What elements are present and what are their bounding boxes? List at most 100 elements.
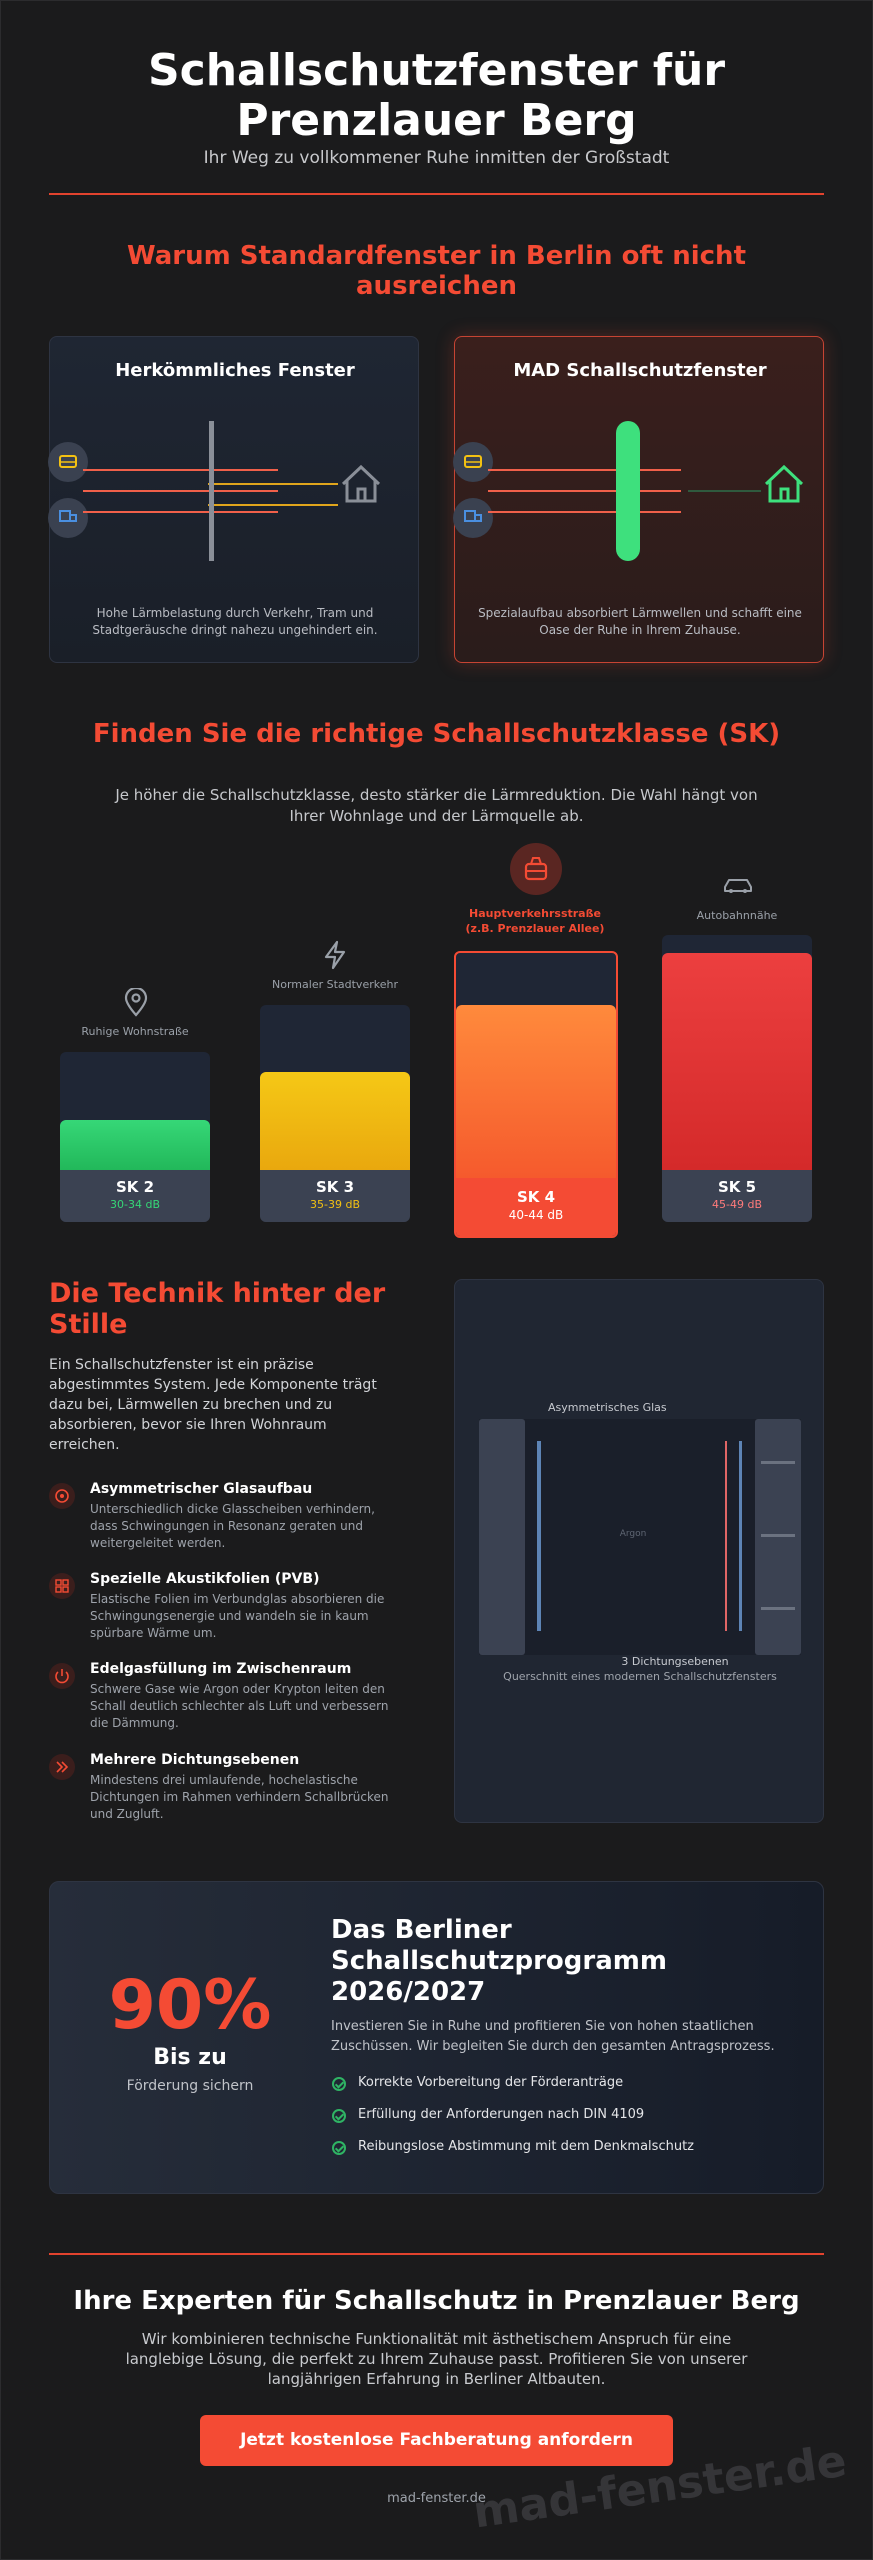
feature-desc: Schwere Gase wie Argon oder Krypton leit… [90, 1681, 389, 1732]
standard-desc-line1: Hohe Lärmbelastung durch Verkehr, Tram u… [96, 606, 374, 620]
standard-window-illustration [48, 421, 381, 561]
frame-left [479, 1419, 525, 1655]
footer-desc-line1: Wir kombinieren technische Funktionalitä… [141, 2330, 732, 2348]
technik-intro-line: Ein Schallschutzfenster ist ein präzise [49, 1357, 314, 1373]
feature-desc: Elastische Folien im Verbundglas absorbi… [90, 1591, 384, 1642]
feature-desc-line: Unterschiedlich dicke Glasscheiben verhi… [90, 1502, 375, 1516]
program-title-line: Schallschutzprogramm [331, 1946, 667, 1976]
sk5-class: SK 5 [717, 1178, 757, 1196]
frame-right [755, 1419, 801, 1655]
tram-icon [524, 857, 548, 881]
why-heading-line1: Warum Standardfenster in Berlin oft nich… [127, 241, 746, 271]
seal-2 [761, 1534, 795, 1537]
footer-desc-line2: langlebige Lösung, die perfekt zu Ihrem … [125, 2350, 748, 2368]
check-icon [332, 2077, 346, 2091]
program-check-item: Korrekte Vorbereitung der Förderanträge [358, 2075, 624, 2090]
hero-subtitle: Ihr Weg zu vollkommener Ruhe inmitten de… [203, 148, 670, 168]
feature-desc-line: dass Schwingungen in Resonanz geraten un… [90, 1519, 363, 1533]
feature-desc-line: und Zugluft. [90, 1807, 164, 1821]
feature-title: Asymmetrischer Glasaufbau [90, 1481, 313, 1497]
divider [49, 2253, 824, 2255]
sk4-location-label: Hauptverkehrsstraße (z.B. Prenzlauer All… [450, 906, 620, 936]
program-check-item: Reibungslose Abstimmung mit dem Denkmals… [358, 2139, 694, 2154]
sk2-class: SK 2 [115, 1178, 155, 1196]
footer-desc-line3: langjährigen Erfahrung in Berliner Altba… [267, 2370, 606, 2388]
technik-intro-line: erreichen. [49, 1437, 120, 1453]
mad-window-illustration [453, 421, 804, 561]
sk2-bar: SK 2 30-34 dB [60, 1052, 210, 1222]
feature-title: Edelgasfüllung im Zwischenraum [90, 1661, 352, 1677]
sk3-label-box: SK 3 35-39 dB [260, 1170, 410, 1222]
standard-card-desc: Hohe Lärmbelastung durch Verkehr, Tram u… [50, 605, 420, 639]
argon-label: Argon [619, 1529, 647, 1539]
program-foerderung: Förderung sichern [126, 2078, 254, 2094]
standard-window-card: Herkömmliches Fenster Hohe Lärmbelastung… [48, 336, 420, 663]
sk4-class: SK 4 [516, 1188, 556, 1206]
sk4-bar: SK 4 40-44 dB [454, 951, 618, 1238]
sk4-db: 40-44 dB [508, 1208, 564, 1222]
hero-title-line1: Schallschutzfenster für [147, 45, 726, 96]
feature-desc-line: Schwingungsenergie und wandeln sie in ka… [90, 1609, 369, 1623]
sk5-location-label: Autobahnnähe [696, 909, 778, 922]
glass-pane [209, 421, 214, 561]
hero-title: Schallschutzfenster für Prenzlauer Berg [0, 46, 873, 146]
sk3-db: 35-39 dB [310, 1198, 360, 1211]
technik-intro-line: dazu bei, Lärmwellen zu brechen und zu [49, 1397, 333, 1413]
lightning-icon [324, 940, 346, 970]
feature-item: Edelgasfüllung im Zwischenraum Schwere G… [49, 1661, 429, 1741]
car-icon [724, 879, 752, 893]
sk5-label-box: SK 5 45-49 dB [662, 1170, 812, 1222]
program-check-item: Erfüllung der Anforderungen nach DIN 410… [358, 2107, 645, 2122]
sk4-label-box: SK 4 40-44 dB [456, 1178, 616, 1236]
hero-title-line2: Prenzlauer Berg [236, 95, 637, 146]
sk4-location-line1: Hauptverkehrsstraße [469, 907, 601, 920]
feature-desc: Unterschiedlich dicke Glasscheiben verhi… [90, 1501, 375, 1552]
feature-desc-line: weitergeleitet werden. [90, 1536, 226, 1550]
glass-pane-thick [537, 1441, 541, 1631]
mad-window-card: MAD Schallschutzfenster Spezialaufbau ab… [453, 336, 824, 663]
mad-desc-line1: Spezialaufbau absorbiert Lärmwellen und … [478, 606, 802, 620]
feature-item: Asymmetrischer Glasaufbau Unterschiedlic… [49, 1481, 429, 1561]
sk3-location-label: Normaler Stadtverkehr [272, 978, 398, 991]
sk5-bar: SK 5 45-49 dB [662, 935, 812, 1222]
soundproof-glass [616, 421, 640, 561]
sk5-fill [662, 953, 812, 1170]
glass-pane-thin [739, 1441, 742, 1631]
footer-domain-link[interactable]: mad-fenster.de [387, 2491, 486, 2506]
cta-button[interactable]: Jetzt kostenlose Fachberatung anfordern [200, 2415, 673, 2466]
feature-title: Mehrere Dichtungsebenen [90, 1752, 300, 1768]
technik-heading-line2: Stille [49, 1309, 128, 1340]
mad-card-title: MAD Schallschutzfenster [513, 360, 767, 381]
glass-label: Asymmetrisches Glas [548, 1401, 667, 1414]
house-icon [341, 464, 381, 503]
program-percent: 90% [108, 1966, 272, 2045]
tram-icon-circle [510, 843, 562, 895]
feature-desc-line: Mindestens drei umlaufende, hochelastisc… [90, 1773, 358, 1787]
program-desc-line1: Investieren Sie in Ruhe und profitieren … [331, 2019, 754, 2034]
technik-heading: Die Technik hinter der Stille [49, 1278, 429, 1340]
grid-icon [49, 1573, 75, 1599]
sk3-bar: SK 3 35-39 dB [260, 1005, 410, 1222]
standard-card-title: Herkömmliches Fenster [115, 360, 355, 381]
program-desc: Investieren Sie in Ruhe und profitieren … [331, 2017, 811, 2057]
feature-desc-line: spürbare Wärme um. [90, 1626, 217, 1640]
sk2-db: 30-34 dB [110, 1198, 160, 1211]
program-title-line: Das Berliner [331, 1915, 512, 1945]
seals-label: 3 Dichtungsebenen [621, 1655, 729, 1668]
seal-3 [761, 1607, 795, 1610]
program-card: 90% Bis zu Förderung sichern Das Berline… [49, 1881, 824, 2194]
mad-desc-line2: Oase der Ruhe in Ihrem Zuhause. [539, 623, 741, 637]
classes-intro-line1: Je höher die Schallschutzklasse, desto s… [115, 786, 758, 804]
program-bis: Bis zu [153, 2045, 227, 2070]
standard-desc-line2: Stadtgeräusche dringt nahezu ungehindert… [92, 623, 378, 637]
diagram-caption: Querschnitt eines modernen Schallschutzf… [503, 1670, 777, 1683]
feature-title: Spezielle Akustikfolien (PVB) [90, 1571, 320, 1587]
feature-desc-line: die Dämmung. [90, 1716, 179, 1730]
feature-item: Spezielle Akustikfolien (PVB) Elastische… [49, 1571, 429, 1651]
sk3-fill [260, 1072, 410, 1170]
map-pin-icon [124, 988, 148, 1017]
seal-1 [761, 1461, 795, 1464]
sk3-class: SK 3 [315, 1178, 355, 1196]
sk4-fill [456, 1005, 616, 1178]
sk4-location-line2: (z.B. Prenzlauer Allee) [465, 922, 605, 935]
